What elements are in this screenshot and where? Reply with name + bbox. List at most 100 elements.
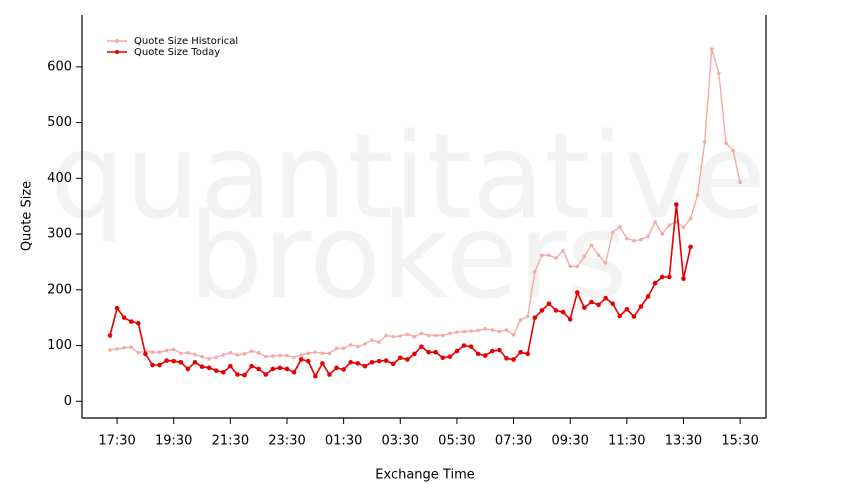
point xyxy=(561,248,565,253)
point xyxy=(638,304,644,309)
point xyxy=(504,328,509,332)
point xyxy=(334,346,339,351)
point xyxy=(533,270,537,274)
point xyxy=(448,331,452,336)
point xyxy=(164,348,169,353)
point xyxy=(702,140,707,144)
point xyxy=(277,365,283,371)
point xyxy=(228,350,233,355)
point xyxy=(136,350,141,355)
point xyxy=(284,366,290,372)
point xyxy=(405,357,410,362)
point xyxy=(476,328,480,333)
point xyxy=(320,351,325,356)
point xyxy=(447,354,453,359)
point xyxy=(270,366,276,372)
point xyxy=(681,225,686,230)
legend-marker xyxy=(115,50,119,54)
point xyxy=(377,340,381,344)
point xyxy=(688,216,693,221)
point xyxy=(271,354,275,358)
point xyxy=(589,299,594,305)
point xyxy=(136,320,141,326)
point xyxy=(341,367,346,372)
point xyxy=(738,180,742,185)
point xyxy=(171,358,177,364)
point xyxy=(412,334,417,339)
point xyxy=(193,352,197,357)
point xyxy=(511,357,516,362)
point xyxy=(206,365,212,371)
point xyxy=(185,366,191,372)
x-tick-label: 23:30 xyxy=(268,434,305,449)
point xyxy=(278,353,282,358)
point xyxy=(426,333,431,338)
y-tick-label: 600 xyxy=(47,59,72,74)
point xyxy=(646,234,650,239)
x-tick-label: 17:30 xyxy=(98,434,135,449)
point xyxy=(348,343,353,347)
point xyxy=(497,329,502,334)
point xyxy=(143,351,148,357)
point xyxy=(631,314,637,319)
point xyxy=(667,274,672,280)
watermark: quantitative xyxy=(50,107,766,245)
point xyxy=(178,359,184,365)
y-tick-label: 0 xyxy=(64,394,72,409)
point xyxy=(383,358,389,363)
point xyxy=(688,244,693,250)
point xyxy=(547,253,551,258)
point xyxy=(455,330,459,334)
point xyxy=(327,372,332,377)
point xyxy=(121,315,127,320)
point xyxy=(221,353,226,357)
point xyxy=(454,348,460,354)
point xyxy=(433,349,438,355)
point xyxy=(653,219,657,224)
point xyxy=(695,193,700,197)
point xyxy=(192,359,198,365)
x-axis-label: Exchange Time xyxy=(375,468,474,483)
point xyxy=(128,319,134,324)
x-tick-label: 03:30 xyxy=(382,434,419,449)
point xyxy=(525,314,530,319)
point xyxy=(497,347,502,353)
point xyxy=(313,373,318,379)
point xyxy=(214,355,218,360)
point xyxy=(639,237,643,242)
point xyxy=(596,302,601,308)
point xyxy=(370,338,374,342)
point xyxy=(242,372,247,378)
point xyxy=(412,351,417,357)
point xyxy=(285,353,289,358)
point xyxy=(461,343,467,348)
point xyxy=(256,350,261,355)
point xyxy=(164,358,169,363)
point xyxy=(483,327,488,331)
point xyxy=(546,301,552,307)
point xyxy=(341,346,346,351)
point xyxy=(171,347,176,352)
point xyxy=(115,347,119,351)
point xyxy=(603,261,608,265)
point xyxy=(384,333,388,338)
point xyxy=(560,309,566,315)
point xyxy=(632,238,636,243)
point xyxy=(362,363,368,369)
point xyxy=(553,308,559,313)
point xyxy=(582,254,587,259)
point xyxy=(440,355,446,361)
point xyxy=(596,253,601,258)
point xyxy=(645,294,651,299)
point xyxy=(405,332,410,337)
point xyxy=(681,276,686,281)
y-tick-label: 200 xyxy=(47,282,72,297)
point xyxy=(157,362,162,368)
point xyxy=(150,350,155,355)
point xyxy=(731,148,735,153)
y-tick-label: 400 xyxy=(47,171,72,186)
y-tick-label: 100 xyxy=(47,338,72,353)
point xyxy=(525,351,531,357)
x-tick-label: 09:30 xyxy=(551,434,588,449)
point xyxy=(356,344,360,349)
